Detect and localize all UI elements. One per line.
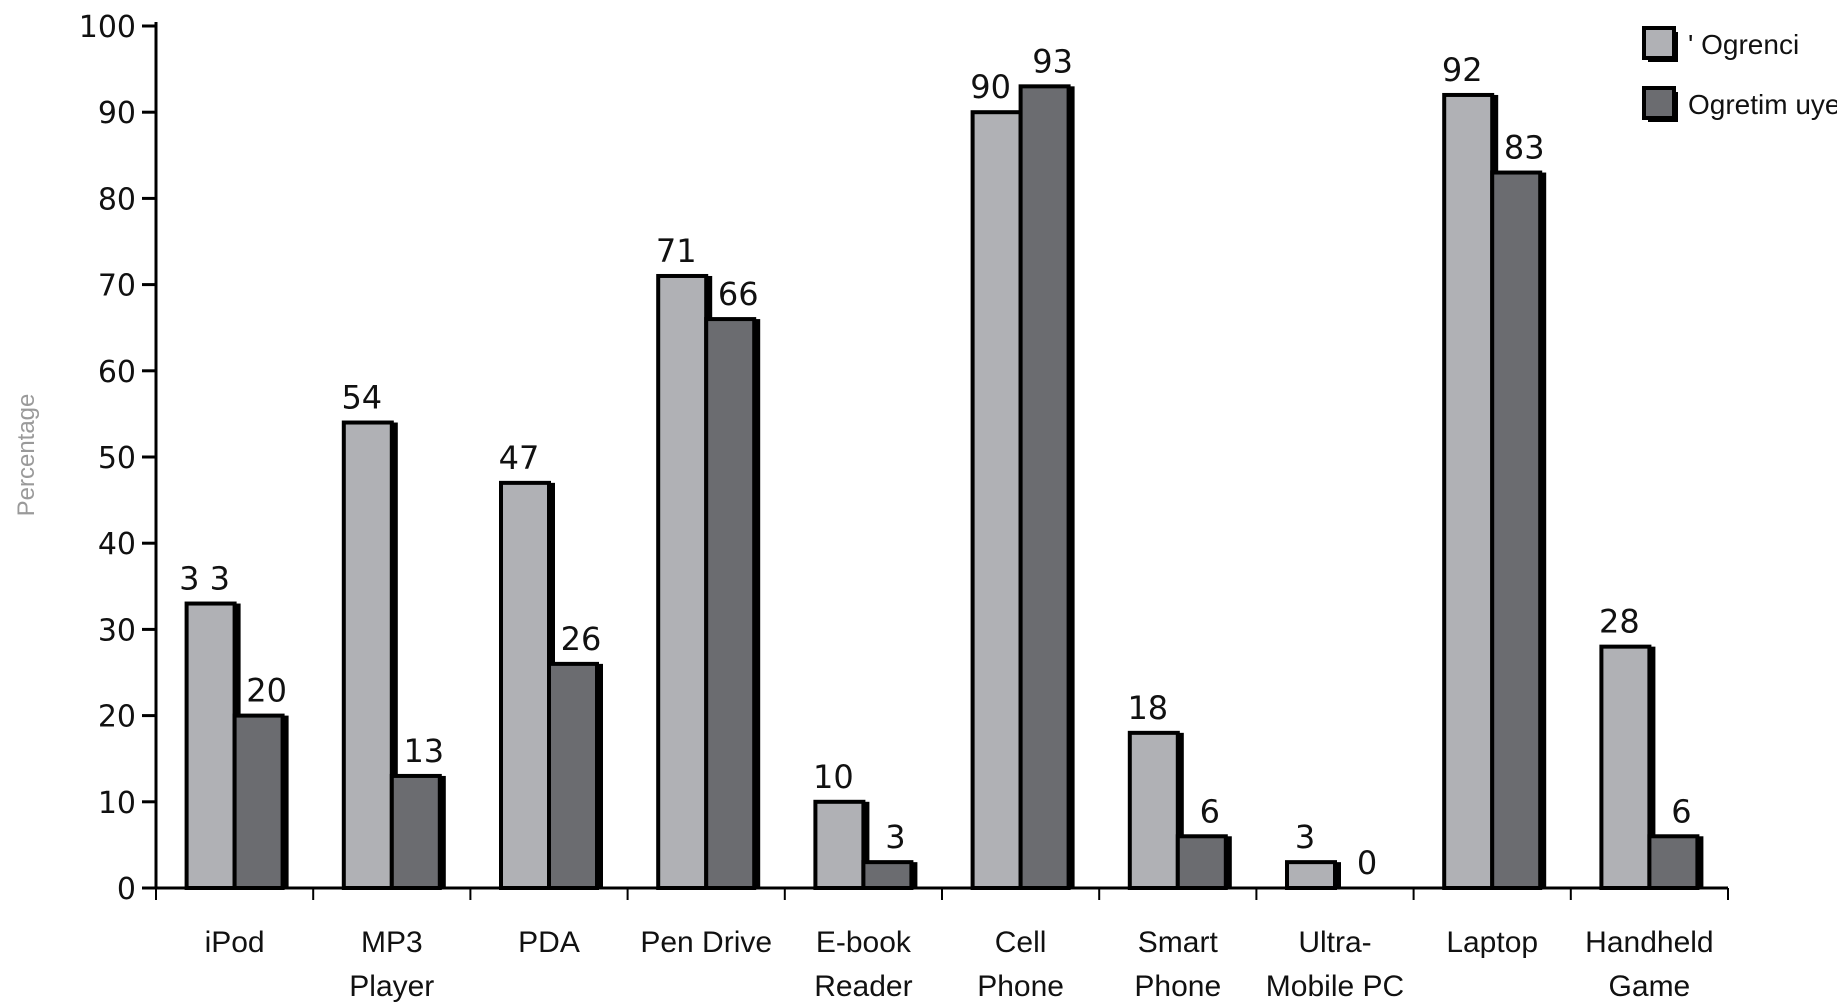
x-tick-label: MP3 — [361, 926, 423, 959]
data-label: 18 — [1127, 689, 1168, 727]
y-tick-label: 50 — [98, 441, 136, 476]
data-label: 20 — [246, 672, 287, 710]
bar — [1018, 84, 1071, 890]
data-label: 0 — [1357, 844, 1377, 882]
x-tick-label: Mobile PC — [1266, 970, 1404, 1003]
y-tick-label: 70 — [98, 269, 136, 304]
legend-label: ' Ogrenci — [1688, 29, 1799, 60]
data-label: 71 — [656, 232, 697, 270]
data-labels: 3 3 54 47 71 10 90 18 3 92 28 20 13 26 66 3 93 6 0 83 6 — [179, 42, 1691, 882]
x-tick-label: Phone — [1134, 970, 1221, 1003]
bar — [1285, 860, 1337, 891]
legend-swatch — [1642, 86, 1676, 120]
data-label: 83 — [1504, 129, 1545, 167]
bar — [1599, 644, 1652, 891]
data-label: 66 — [718, 275, 759, 313]
x-tick-label: Reader — [814, 970, 912, 1003]
data-label: 3 — [1295, 818, 1315, 856]
data-label: 90 — [970, 68, 1011, 106]
y-tick-label: 100 — [79, 10, 136, 45]
data-label: 28 — [1599, 603, 1640, 641]
x-tick-label: Game — [1609, 970, 1691, 1003]
bar — [704, 317, 757, 890]
bar — [1175, 834, 1228, 891]
legend: ' Ogrenci Ogretim uyesi — [1642, 26, 1837, 122]
bar — [1490, 170, 1543, 891]
bar — [389, 773, 442, 890]
data-label: 26 — [561, 620, 602, 658]
x-tick-label: Player — [349, 970, 434, 1003]
y-tick-label: 40 — [98, 527, 136, 562]
x-tick-label: iPod — [205, 926, 265, 959]
x-tick-label: Laptop — [1446, 926, 1538, 959]
y-axis-label: Percentage — [13, 394, 40, 517]
bar — [1442, 92, 1495, 890]
x-tick-label: Cell — [995, 926, 1047, 959]
legend-label: Ogretim uyesi — [1688, 89, 1837, 120]
data-label: 54 — [341, 379, 382, 417]
x-tick-label: Handheld — [1585, 926, 1713, 959]
data-label: 93 — [1032, 42, 1073, 80]
data-label: 92 — [1442, 51, 1483, 89]
data-label: 6 — [1200, 792, 1220, 830]
x-tick-label: Pen Drive — [640, 926, 772, 959]
y-tick-label: 80 — [98, 182, 136, 217]
y-tick-label: 90 — [98, 96, 136, 131]
bar — [547, 661, 599, 890]
x-tick-label: PDA — [518, 926, 580, 959]
bars — [184, 84, 1704, 891]
bar — [1127, 730, 1180, 891]
data-label: 6 — [1671, 792, 1691, 830]
legend-swatch — [1642, 26, 1676, 60]
y-tick-label: 0 — [117, 872, 136, 907]
y-tick-label: 60 — [98, 355, 136, 390]
x-tick-label: Ultra- — [1298, 926, 1371, 959]
y-tick-label: 30 — [98, 613, 136, 648]
bar — [184, 601, 237, 890]
data-label: 3 — [885, 818, 905, 856]
bar — [232, 713, 285, 890]
x-tick-label: Phone — [977, 970, 1064, 1003]
data-label: 10 — [813, 758, 854, 796]
bar — [499, 480, 551, 890]
data-label: 13 — [403, 732, 444, 770]
bar — [656, 273, 709, 891]
bar — [970, 110, 1023, 890]
y-tick-label: 10 — [98, 786, 136, 821]
bar — [341, 420, 394, 890]
bar — [813, 799, 866, 890]
x-tick-label: E-book — [816, 926, 912, 959]
bar — [1647, 834, 1700, 891]
data-label: 47 — [499, 439, 540, 477]
x-tick-label: Smart — [1138, 926, 1219, 959]
y-tick-label: 20 — [98, 700, 136, 735]
bar — [861, 860, 914, 891]
data-label: 3 3 — [179, 560, 230, 598]
